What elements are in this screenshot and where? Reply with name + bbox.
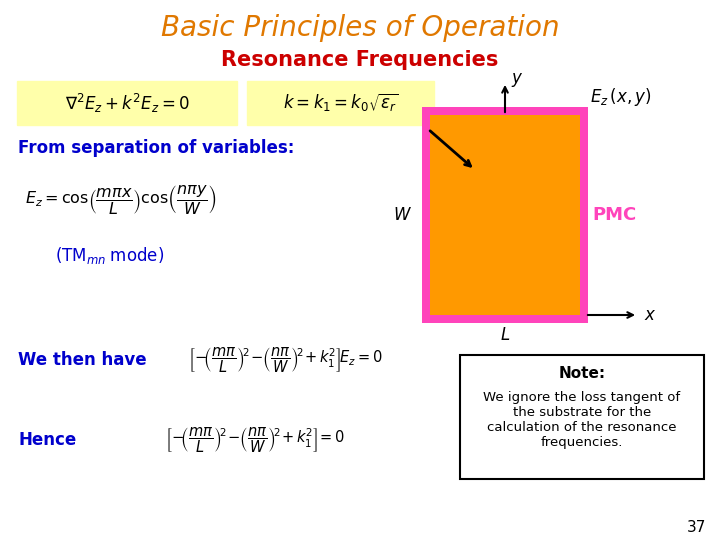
Text: We then have: We then have xyxy=(18,351,147,369)
Text: Hence: Hence xyxy=(18,431,76,449)
Bar xyxy=(422,107,588,323)
Text: $L$: $L$ xyxy=(500,326,510,344)
Text: $\left[-\!\left(\dfrac{m\pi}{L}\right)^{\!2}\!-\!\left(\dfrac{n\pi}{W}\right)^{\: $\left[-\!\left(\dfrac{m\pi}{L}\right)^{… xyxy=(165,425,345,455)
Text: PMC: PMC xyxy=(592,206,636,224)
Text: $W$: $W$ xyxy=(393,206,412,224)
Text: $\left[-\!\left(\dfrac{m\pi}{L}\right)^{\!2}\!-\!\left(\dfrac{n\pi}{W}\right)^{\: $\left[-\!\left(\dfrac{m\pi}{L}\right)^{… xyxy=(187,345,382,375)
Text: Basic Principles of Operation: Basic Principles of Operation xyxy=(161,14,559,42)
Text: From separation of variables:: From separation of variables: xyxy=(18,139,294,157)
Text: Resonance Frequencies: Resonance Frequencies xyxy=(221,50,499,70)
Bar xyxy=(430,115,580,315)
Text: $x$: $x$ xyxy=(644,306,657,324)
Text: We ignore the loss tangent of
the substrate for the
calculation of the resonance: We ignore the loss tangent of the substr… xyxy=(483,391,680,449)
Text: $\nabla^2 E_z + k^2 E_z = 0$: $\nabla^2 E_z + k^2 E_z = 0$ xyxy=(65,91,189,114)
Text: $k = k_1 = k_0\sqrt{\varepsilon_r}$: $k = k_1 = k_0\sqrt{\varepsilon_r}$ xyxy=(283,92,398,114)
FancyBboxPatch shape xyxy=(460,355,704,479)
Text: $y$: $y$ xyxy=(511,71,523,89)
FancyBboxPatch shape xyxy=(247,81,434,125)
Text: $(\mathrm{TM}_{mn}\;\mathrm{mode})$: $(\mathrm{TM}_{mn}\;\mathrm{mode})$ xyxy=(55,245,164,266)
Text: $E_z\,(x,y)$: $E_z\,(x,y)$ xyxy=(590,86,652,108)
Text: Note:: Note: xyxy=(559,367,606,381)
Text: $E_z = \cos\!\left(\dfrac{m\pi x}{L}\right)\cos\!\left(\dfrac{n\pi y}{W}\right)$: $E_z = \cos\!\left(\dfrac{m\pi x}{L}\rig… xyxy=(25,184,217,217)
Text: 37: 37 xyxy=(687,521,706,536)
FancyBboxPatch shape xyxy=(17,81,237,125)
